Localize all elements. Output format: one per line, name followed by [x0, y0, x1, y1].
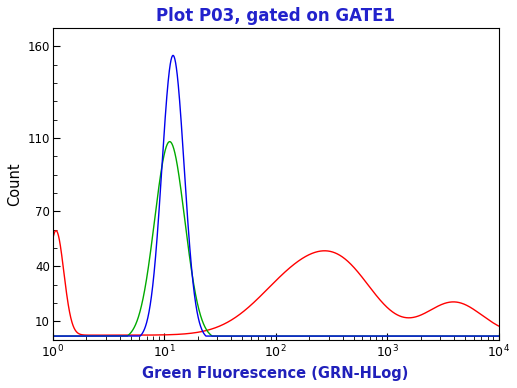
Title: Plot P03, gated on GATE1: Plot P03, gated on GATE1: [156, 7, 395, 25]
Y-axis label: Count: Count: [7, 162, 22, 206]
X-axis label: Green Fluorescence (GRN-HLog): Green Fluorescence (GRN-HLog): [142, 366, 409, 381]
